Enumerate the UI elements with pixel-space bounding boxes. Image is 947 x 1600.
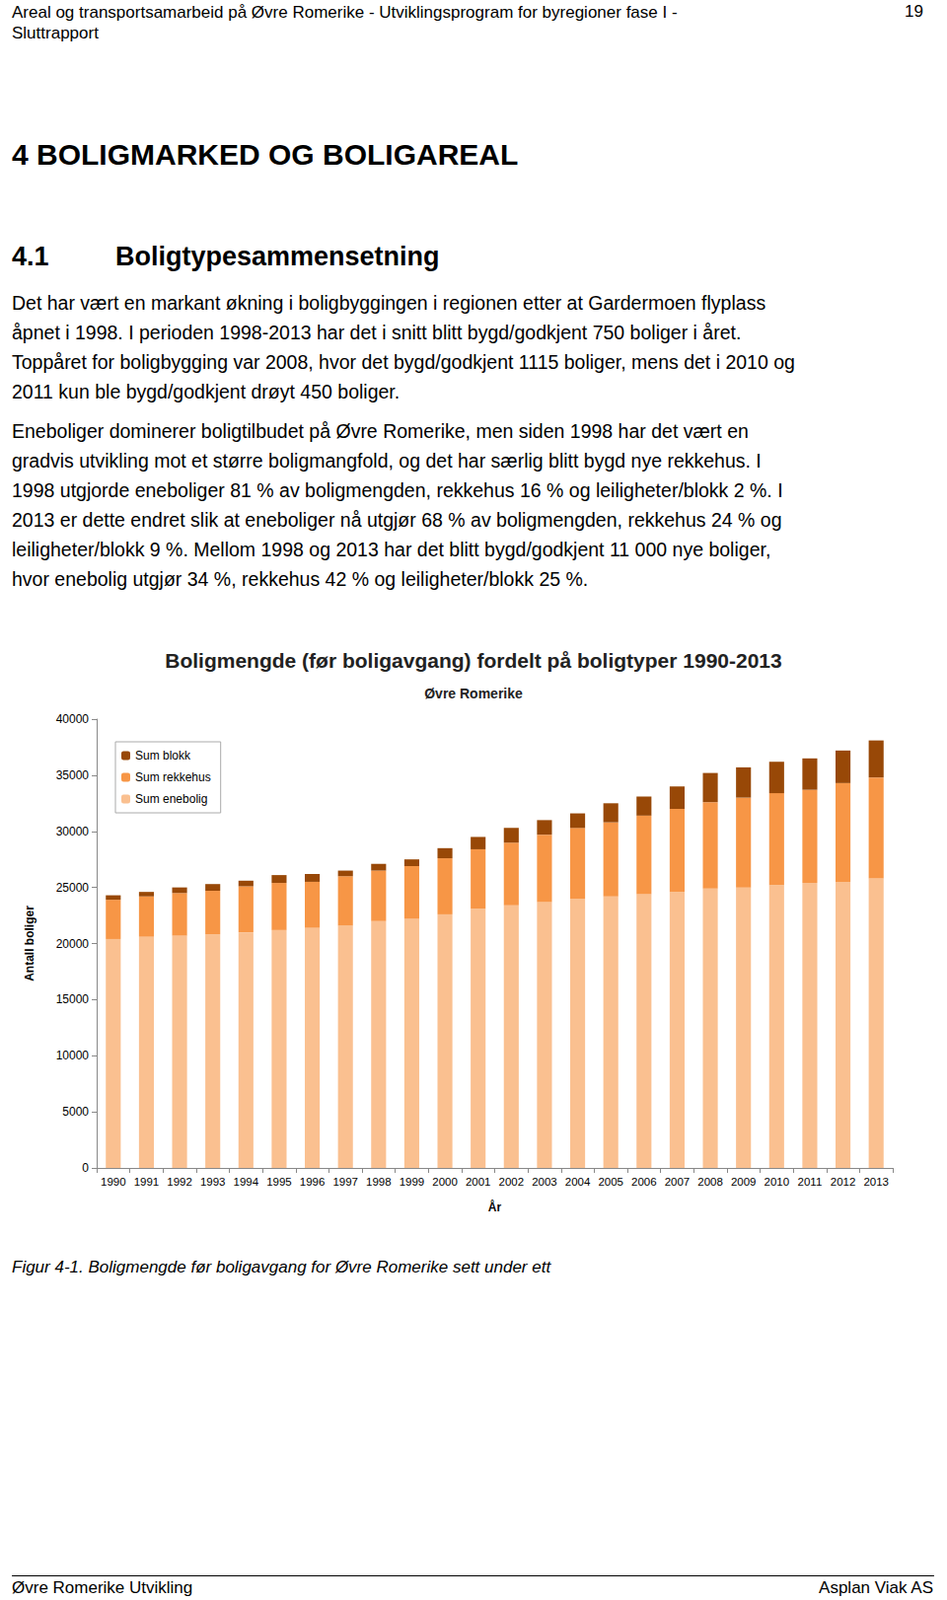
html-text:Sluttrapport: Sluttrapport bbox=[11, 23, 99, 43]
svg-text:1997: 1997 bbox=[332, 1175, 359, 1188]
svg-text:Boligmengde (før boligavgang): Boligmengde (før boligavgang) fordelt på… bbox=[164, 649, 782, 672]
svg-text:1991: 1991 bbox=[134, 1175, 160, 1188]
html-text:2011 kun ble bygd/godkjent drø: 2011 kun ble bygd/godkjent drøyt 450 bol… bbox=[11, 380, 400, 403]
svg-text:1994: 1994 bbox=[233, 1175, 260, 1188]
html-text:leiligheter/blokk 9 %. Mellom: leiligheter/blokk 9 %. Mellom 1998 og 20… bbox=[11, 538, 771, 561]
svg-text:15000: 15000 bbox=[56, 992, 90, 1007]
html-text:Eneboliger dominerer boligtilb: Eneboliger dominerer boligtilbudet på Øv… bbox=[11, 420, 749, 442]
svg-text:2010: 2010 bbox=[764, 1175, 791, 1188]
svg-text:25000: 25000 bbox=[56, 880, 90, 895]
svg-text:2005: 2005 bbox=[597, 1175, 624, 1188]
html-text:hvor enebolig utgjør 34 %, rek: hvor enebolig utgjør 34 %, rekkehus 42 %… bbox=[11, 568, 589, 590]
html-text:Areal og transportsamarbeid på: Areal og transportsamarbeid på Øvre Rome… bbox=[11, 2, 678, 22]
svg-text:2000: 2000 bbox=[432, 1175, 458, 1188]
html-text:Figur 4-1. Boligmengde før bol: Figur 4-1. Boligmengde før boligavgang f… bbox=[11, 1257, 551, 1277]
svg-text:0: 0 bbox=[81, 1161, 89, 1175]
svg-text:2009: 2009 bbox=[730, 1175, 757, 1188]
svg-text:1998: 1998 bbox=[365, 1175, 392, 1188]
svg-text:2001: 2001 bbox=[465, 1175, 492, 1188]
svg-text:1992: 1992 bbox=[166, 1175, 193, 1188]
html-text:Toppåret for boligbygging var: Toppåret for boligbygging var 2008, hvor… bbox=[11, 351, 795, 373]
html-text:åpnet i 1998. I perioden 1998-: åpnet i 1998. I perioden 1998-2013 har d… bbox=[11, 321, 742, 344]
svg-text:30000: 30000 bbox=[56, 824, 90, 839]
svg-text:Sum rekkehus: Sum rekkehus bbox=[135, 770, 212, 785]
svg-text:2008: 2008 bbox=[697, 1175, 724, 1188]
svg-text:5000: 5000 bbox=[62, 1104, 89, 1119]
svg-text:35000: 35000 bbox=[56, 768, 90, 783]
svg-text:2006: 2006 bbox=[631, 1175, 657, 1188]
html-text:1998 utgjorde eneboliger 81 %: 1998 utgjorde eneboliger 81 % av boligme… bbox=[11, 479, 783, 502]
html-text:Asplan Viak AS: Asplan Viak AS bbox=[818, 1578, 934, 1598]
svg-text:1995: 1995 bbox=[266, 1175, 292, 1188]
svg-text:1990: 1990 bbox=[100, 1175, 127, 1188]
svg-text:40000: 40000 bbox=[56, 712, 90, 727]
svg-text:2007: 2007 bbox=[664, 1175, 691, 1188]
html-text:2013 er dette endret slik at e: 2013 er dette endret slik at eneboliger … bbox=[11, 509, 782, 531]
svg-text:20000: 20000 bbox=[56, 937, 90, 951]
svg-text:Sum enebolig: Sum enebolig bbox=[135, 792, 208, 806]
html-text:19: 19 bbox=[904, 1, 924, 21]
svg-text:2011: 2011 bbox=[798, 1175, 823, 1188]
html-text:4.1: 4.1 bbox=[11, 241, 49, 272]
html-text:Øvre Romerike Utvikling: Øvre Romerike Utvikling bbox=[11, 1578, 193, 1598]
svg-text:Antall boliger: Antall boliger bbox=[22, 905, 37, 982]
svg-text:1999: 1999 bbox=[399, 1175, 426, 1188]
html-text:4 BOLIGMARKED OG BOLIGAREAL: 4 BOLIGMARKED OG BOLIGAREAL bbox=[11, 138, 519, 171]
svg-text:2002: 2002 bbox=[499, 1175, 525, 1188]
svg-text:2004: 2004 bbox=[565, 1175, 591, 1188]
svg-text:10000: 10000 bbox=[56, 1048, 90, 1063]
svg-text:2003: 2003 bbox=[531, 1175, 558, 1188]
svg-text:Sum blokk: Sum blokk bbox=[135, 748, 192, 763]
html-text:gradvis utvikling mot et størr: gradvis utvikling mot et større boligman… bbox=[11, 449, 762, 472]
svg-text:2012: 2012 bbox=[830, 1175, 857, 1188]
svg-text:1996: 1996 bbox=[299, 1175, 326, 1188]
svg-text:Øvre Romerike: Øvre Romerike bbox=[424, 685, 523, 702]
svg-text:År: År bbox=[488, 1199, 503, 1215]
svg-text:2013: 2013 bbox=[863, 1175, 889, 1188]
html-text:Det har vært en markant økning: Det har vært en markant økning i boligby… bbox=[11, 291, 766, 314]
html-text:Boligtypesammensetning: Boligtypesammensetning bbox=[115, 241, 440, 272]
svg-text:1993: 1993 bbox=[200, 1175, 226, 1188]
